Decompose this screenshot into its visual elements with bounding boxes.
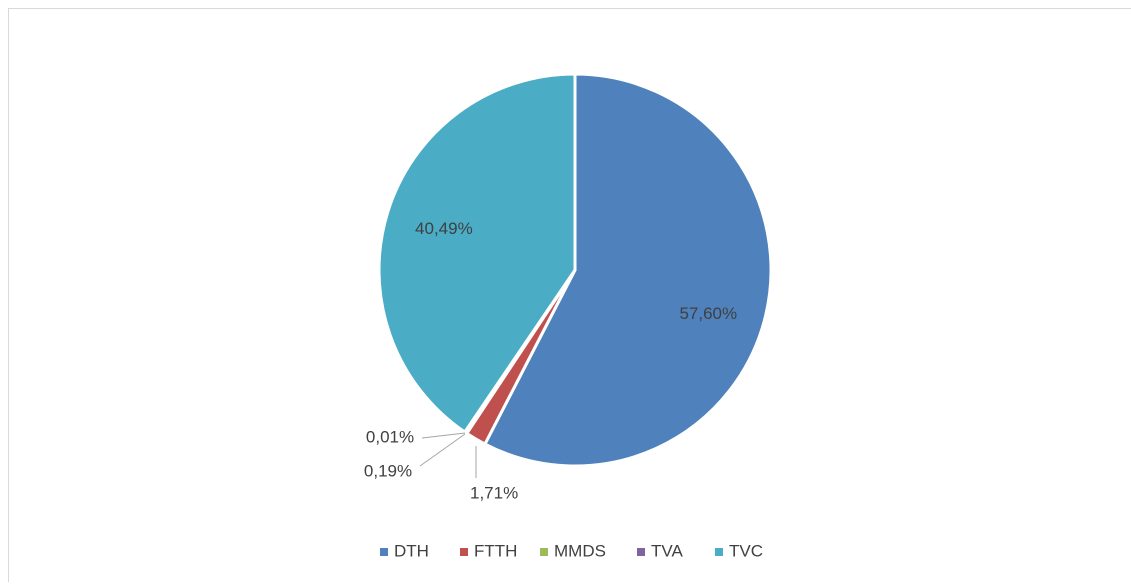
data-label: 0,01% — [366, 427, 414, 446]
legend-swatch — [715, 548, 723, 556]
legend-swatch — [460, 548, 468, 556]
data-label: 40,49% — [415, 219, 473, 238]
legend-swatch — [637, 548, 645, 556]
data-label: 0,19% — [364, 461, 412, 480]
legend-swatch — [540, 548, 548, 556]
legend-label: MMDS — [554, 541, 606, 560]
data-label: 1,71% — [470, 483, 518, 502]
legend-swatch — [380, 548, 388, 556]
legend-label: FTTH — [474, 541, 517, 560]
legend-label: TVC — [729, 541, 763, 560]
legend-label: TVA — [651, 541, 683, 560]
data-label: 57,60% — [679, 304, 737, 323]
legend-label: DTH — [394, 541, 429, 560]
